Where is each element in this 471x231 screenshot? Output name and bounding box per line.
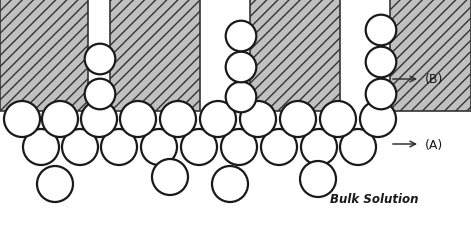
Circle shape bbox=[261, 129, 297, 165]
Circle shape bbox=[200, 102, 236, 137]
Circle shape bbox=[212, 166, 248, 202]
Circle shape bbox=[81, 102, 117, 137]
Circle shape bbox=[365, 48, 396, 78]
Circle shape bbox=[226, 22, 256, 52]
Text: (B): (B) bbox=[425, 73, 443, 86]
Circle shape bbox=[320, 102, 356, 137]
Circle shape bbox=[152, 159, 188, 195]
Circle shape bbox=[160, 102, 196, 137]
Circle shape bbox=[226, 52, 256, 83]
Circle shape bbox=[141, 129, 177, 165]
Circle shape bbox=[240, 102, 276, 137]
Circle shape bbox=[181, 129, 217, 165]
Bar bbox=[390, 0, 471, 112]
Circle shape bbox=[37, 166, 73, 202]
Bar bbox=[0, 0, 88, 112]
Circle shape bbox=[365, 16, 396, 46]
Circle shape bbox=[85, 45, 115, 75]
Circle shape bbox=[23, 129, 59, 165]
Circle shape bbox=[85, 79, 115, 110]
Circle shape bbox=[101, 129, 137, 165]
Circle shape bbox=[120, 102, 156, 137]
Circle shape bbox=[4, 102, 40, 137]
Bar bbox=[110, 0, 200, 112]
Bar bbox=[250, 0, 340, 112]
Circle shape bbox=[226, 82, 256, 113]
Circle shape bbox=[221, 129, 257, 165]
Text: Bulk Solution: Bulk Solution bbox=[330, 193, 419, 206]
Circle shape bbox=[365, 79, 396, 110]
Circle shape bbox=[360, 102, 396, 137]
Circle shape bbox=[340, 129, 376, 165]
Circle shape bbox=[300, 161, 336, 197]
Circle shape bbox=[280, 102, 316, 137]
Circle shape bbox=[62, 129, 98, 165]
Circle shape bbox=[42, 102, 78, 137]
Circle shape bbox=[301, 129, 337, 165]
Text: (A): (A) bbox=[425, 138, 443, 151]
